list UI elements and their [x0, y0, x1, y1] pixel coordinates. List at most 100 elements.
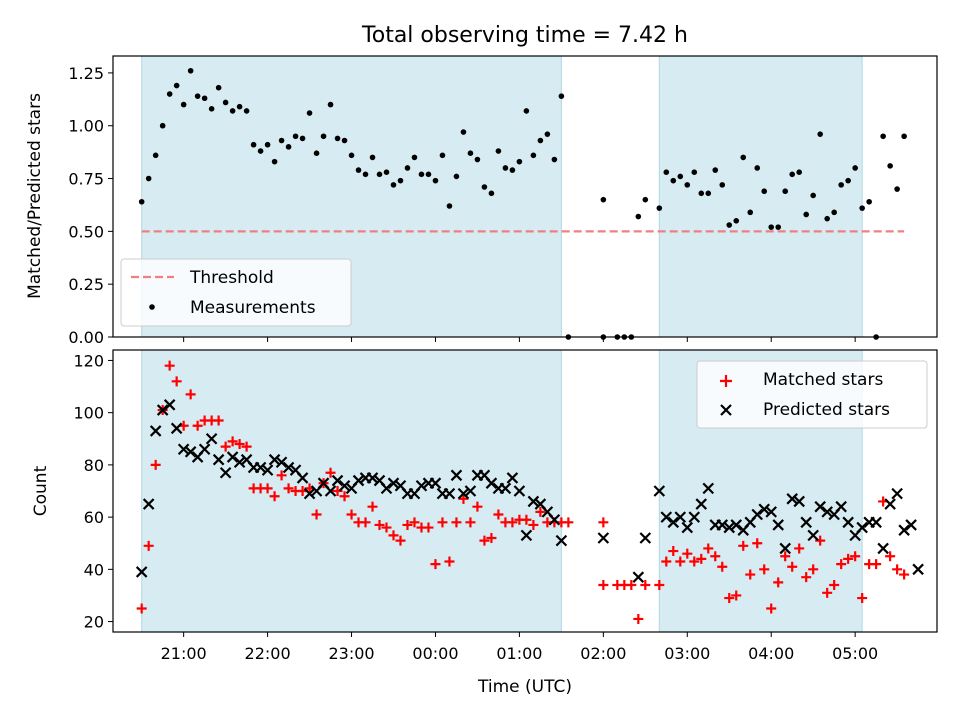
measurement-point — [390, 182, 397, 188]
matched-star-point — [703, 543, 714, 554]
measurement-point — [264, 141, 271, 148]
matched-star-point — [479, 535, 490, 546]
predicted-star-point — [163, 399, 176, 411]
predicted-star-point — [177, 443, 190, 455]
matched-star-point — [402, 519, 413, 530]
matched-star-point — [682, 548, 693, 559]
matched-star-point — [759, 564, 770, 575]
measurement-point — [446, 203, 453, 209]
predicted-star-point — [674, 511, 687, 523]
matched-star-point — [892, 564, 903, 575]
measurement-point — [845, 177, 851, 184]
predicted-star-point — [856, 521, 868, 534]
measurement-point — [740, 154, 747, 161]
measurement-point — [866, 198, 872, 205]
measurement-point — [383, 169, 390, 176]
matched-star-point — [815, 535, 826, 546]
predicted-star-point — [821, 506, 833, 518]
matched-star-point — [535, 506, 546, 517]
matched-star-point — [563, 517, 574, 528]
x-tick-label: 00:00 — [412, 644, 458, 663]
x-axis-label: Time (UTC) — [477, 677, 572, 697]
measurement-point — [516, 158, 523, 165]
measurement-point — [460, 129, 467, 135]
bottom-y-axis-label: Count — [31, 465, 51, 516]
measurement-point — [796, 169, 803, 176]
measurement-point — [684, 182, 691, 188]
matched-star-point — [507, 517, 518, 528]
matched-star-point — [437, 517, 448, 528]
matched-star-point — [717, 561, 728, 572]
matched-star-point — [220, 441, 231, 452]
bottom-y-tick-label: 60 — [84, 508, 104, 527]
measurement-point — [803, 211, 809, 218]
matched-star-point — [472, 501, 483, 512]
bottom-observing-window-0 — [141, 350, 562, 632]
predicted-star-point — [786, 493, 798, 505]
measurement-point — [404, 165, 411, 171]
matched-star-point — [143, 540, 154, 551]
measurement-point — [243, 108, 250, 114]
bottom-plot-frame — [112, 349, 938, 633]
predicted-star-point — [142, 498, 155, 510]
predicted-star-point — [485, 477, 498, 489]
matched-star-point — [458, 493, 469, 504]
matched-star-point — [493, 509, 504, 520]
matched-star-point — [444, 556, 455, 567]
measurement-point — [320, 133, 327, 140]
x-tick-label: 02:00 — [580, 644, 626, 663]
measurements-panel: 0.00 0.25 0.50 0.75 1.00 1.25 Matched/Predict… — [25, 55, 938, 347]
legend-predicted-swatch — [720, 404, 732, 416]
predicted-star-point — [135, 566, 148, 578]
legend-measurements-label: Measurements — [190, 298, 316, 318]
measurement-point — [397, 177, 404, 184]
measurement-point — [838, 182, 844, 188]
matched-star-point — [528, 519, 539, 530]
x-tick-label: 03:00 — [664, 644, 710, 663]
measurement-point — [887, 163, 893, 169]
measurement-point — [509, 167, 516, 173]
measurement-point — [348, 152, 355, 159]
matched-star-point — [185, 389, 196, 400]
measurement-point — [817, 131, 823, 137]
measurement-point — [894, 186, 900, 192]
measurement-point — [250, 141, 257, 148]
matched-star-point — [731, 590, 742, 601]
counts-panel: 20 40 60 80 100 120 21:00 22:00 23:00 00:00 01:00… — [31, 349, 938, 697]
bottom-legend-box — [696, 360, 928, 429]
predicted-star-point — [275, 456, 288, 469]
measurement-point — [733, 217, 740, 224]
measurement-point — [502, 165, 509, 171]
matched-star-point — [311, 509, 322, 520]
predicted-star-point — [282, 461, 295, 474]
measurement-point — [747, 209, 754, 216]
bottom-y-tick-label: 40 — [84, 560, 104, 579]
predicted-star-point — [877, 542, 889, 555]
matched-star-point — [276, 470, 287, 481]
matched-star-point — [430, 559, 441, 570]
matched-star-point — [675, 556, 686, 567]
predicted-star-point — [331, 474, 344, 487]
matched-star-point — [689, 556, 700, 567]
matched-star-point — [745, 569, 756, 580]
legend-matched-swatch — [720, 375, 732, 387]
predicted-star-point — [695, 498, 708, 510]
measurement-point — [523, 108, 530, 114]
x-tick-label: 23:00 — [328, 644, 374, 663]
matched-star-point — [269, 491, 280, 502]
predicted-star-point — [800, 516, 812, 529]
matched-star-point — [262, 483, 273, 494]
measurement-point — [467, 150, 474, 156]
measurement-point — [278, 137, 285, 144]
legend-matched-label: Matched stars — [763, 370, 883, 390]
predicted-star-point — [835, 500, 847, 513]
legend-predicted-label: Predicted stars — [763, 400, 890, 420]
predicted-star-point — [457, 487, 470, 500]
matched-star-point — [829, 580, 840, 590]
matched-star-point — [871, 559, 882, 570]
measurement-point — [159, 122, 166, 129]
predicted-star-point — [303, 487, 316, 500]
measurement-point — [236, 103, 243, 110]
matched-star-point — [661, 556, 672, 567]
predicted-star-point — [870, 516, 882, 529]
